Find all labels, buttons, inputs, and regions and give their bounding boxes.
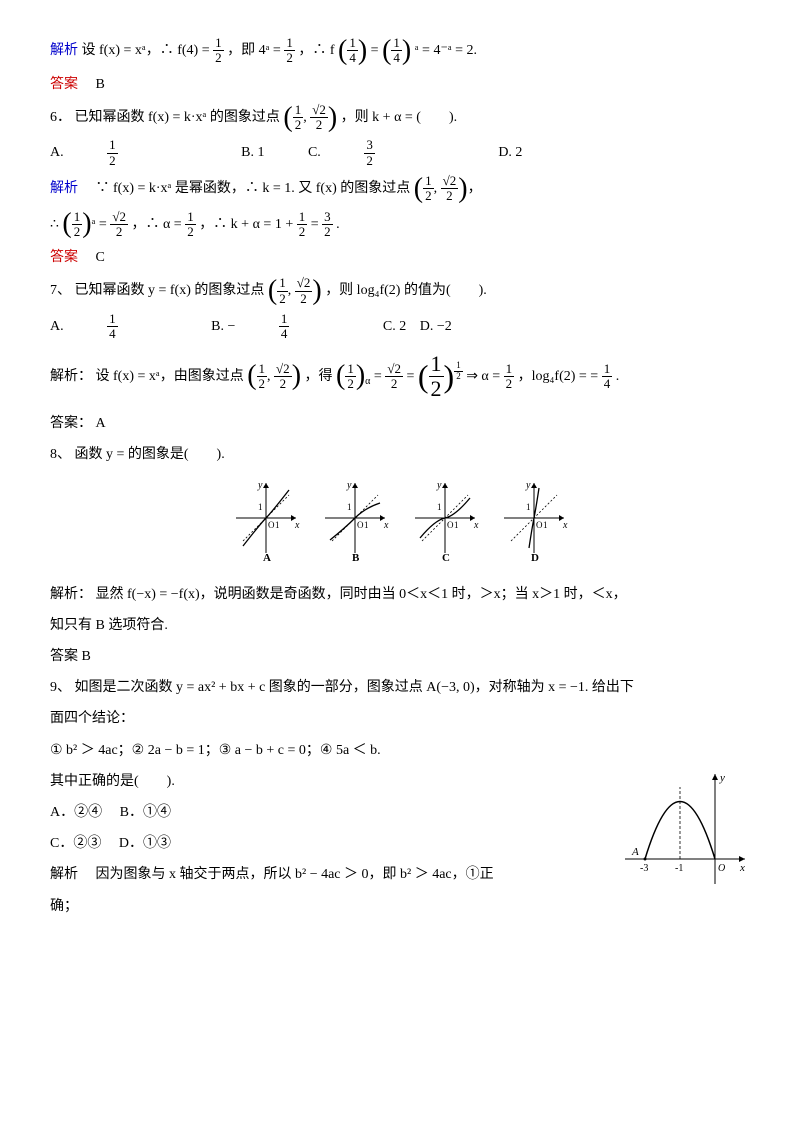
svg-text:x: x xyxy=(739,862,745,874)
svg-text:x: x xyxy=(562,520,568,531)
analysis-label: 解析 xyxy=(50,43,78,58)
frac-1-2: 12 xyxy=(213,36,224,66)
graph-d-icon: x y O 1 1 D xyxy=(499,478,569,563)
svg-text:1: 1 xyxy=(526,502,531,512)
q5-analysis: 解析 设 f(x) = xᵃ，∴ f(4) = 12 ，即 4ᵃ = 12 ，∴… xyxy=(50,36,750,66)
svg-text:B: B xyxy=(352,552,360,563)
svg-text:y: y xyxy=(257,480,263,491)
svg-text:y: y xyxy=(719,772,725,784)
q6-answer: 答案 C xyxy=(50,245,750,270)
q7-analysis: 解析： 设 f(x) = xᵃ，由图象过点 (12, √22) ，得 (12)α… xyxy=(50,348,750,406)
graph-c-icon: x y O 1 1 C xyxy=(410,478,480,563)
svg-text:y: y xyxy=(346,480,352,491)
svg-text:y: y xyxy=(436,480,442,491)
svg-text:1: 1 xyxy=(258,502,263,512)
q7-answer: 答案： A xyxy=(50,411,750,436)
svg-text:C: C xyxy=(442,552,450,563)
svg-text:O: O xyxy=(718,863,725,874)
q7-stem: 7、 已知幂函数 y = f(x) 的图象过点 (12, √22) ，则 log… xyxy=(50,276,750,306)
q6-analysis-1: 解析 ∵ f(x) = k·xᵃ 是幂函数，∴ k = 1. 又 f(x) 的图… xyxy=(50,174,750,204)
svg-text:O: O xyxy=(536,520,543,530)
q8-stem: 8、 函数 y = 的图象是( ). xyxy=(50,442,750,467)
q9-stem-2: 面四个结论： xyxy=(50,706,750,731)
graph-b-icon: x y O 1 1 B xyxy=(320,478,390,563)
parabola-icon: x y O -3 -1 A xyxy=(620,769,750,889)
svg-text:1: 1 xyxy=(364,520,369,530)
svg-text:O: O xyxy=(447,520,454,530)
q8-graphs: x y O 1 1 A x y O 1 1 B x y O 1 1 C xyxy=(50,478,750,572)
svg-text:-1: -1 xyxy=(675,863,683,874)
q5-answer: 答案 B xyxy=(50,72,750,97)
svg-text:-3: -3 xyxy=(640,863,648,874)
q9-stem-1: 9、 如图是二次函数 y = ax² + bx + c 图象的一部分，图象过点 … xyxy=(50,675,750,700)
svg-text:A: A xyxy=(263,552,271,563)
q7-options: A. 14 B. − 14 C. 2 D. −2 xyxy=(50,312,750,342)
q8-answer: 答案 B xyxy=(50,644,750,669)
svg-text:1: 1 xyxy=(454,520,459,530)
svg-text:1: 1 xyxy=(347,502,352,512)
svg-text:x: x xyxy=(473,520,479,531)
svg-text:1: 1 xyxy=(543,520,548,530)
svg-text:x: x xyxy=(294,520,300,531)
svg-text:y: y xyxy=(525,480,531,491)
svg-text:x: x xyxy=(383,520,389,531)
q8-analysis: 解析： 显然 f(−x) = −f(x)，说明函数是奇函数，同时由当 0＜x＜1… xyxy=(50,582,750,607)
q6-stem: 6． 已知幂函数 f(x) = k·xᵃ 的图象过点 (12, √22) ，则 … xyxy=(50,103,750,133)
svg-text:1: 1 xyxy=(275,520,280,530)
svg-text:1: 1 xyxy=(437,502,442,512)
graph-a-icon: x y O 1 1 A xyxy=(231,478,301,563)
svg-text:D: D xyxy=(531,552,539,563)
q8-analysis-2: 知只有 B 选项符合. xyxy=(50,613,750,638)
svg-text:O: O xyxy=(268,520,275,530)
q9-graph: x y O -3 -1 A xyxy=(620,769,750,898)
q6-options: A. 12 B. 1 C. 32 D. 2 xyxy=(50,138,750,168)
svg-text:A: A xyxy=(631,846,639,858)
q5-text1: 设 f(x) = xᵃ，∴ f(4) = xyxy=(82,43,214,58)
svg-text:O: O xyxy=(357,520,364,530)
q6-analysis-2: ∴ (12)ᵃ = √22 ，∴ α = 12 ，∴ k + α = 1 + 1… xyxy=(50,210,750,240)
q9-items: ① b² ＞ 4ac；② 2a − b = 1；③ a − b + c = 0；… xyxy=(50,738,750,763)
